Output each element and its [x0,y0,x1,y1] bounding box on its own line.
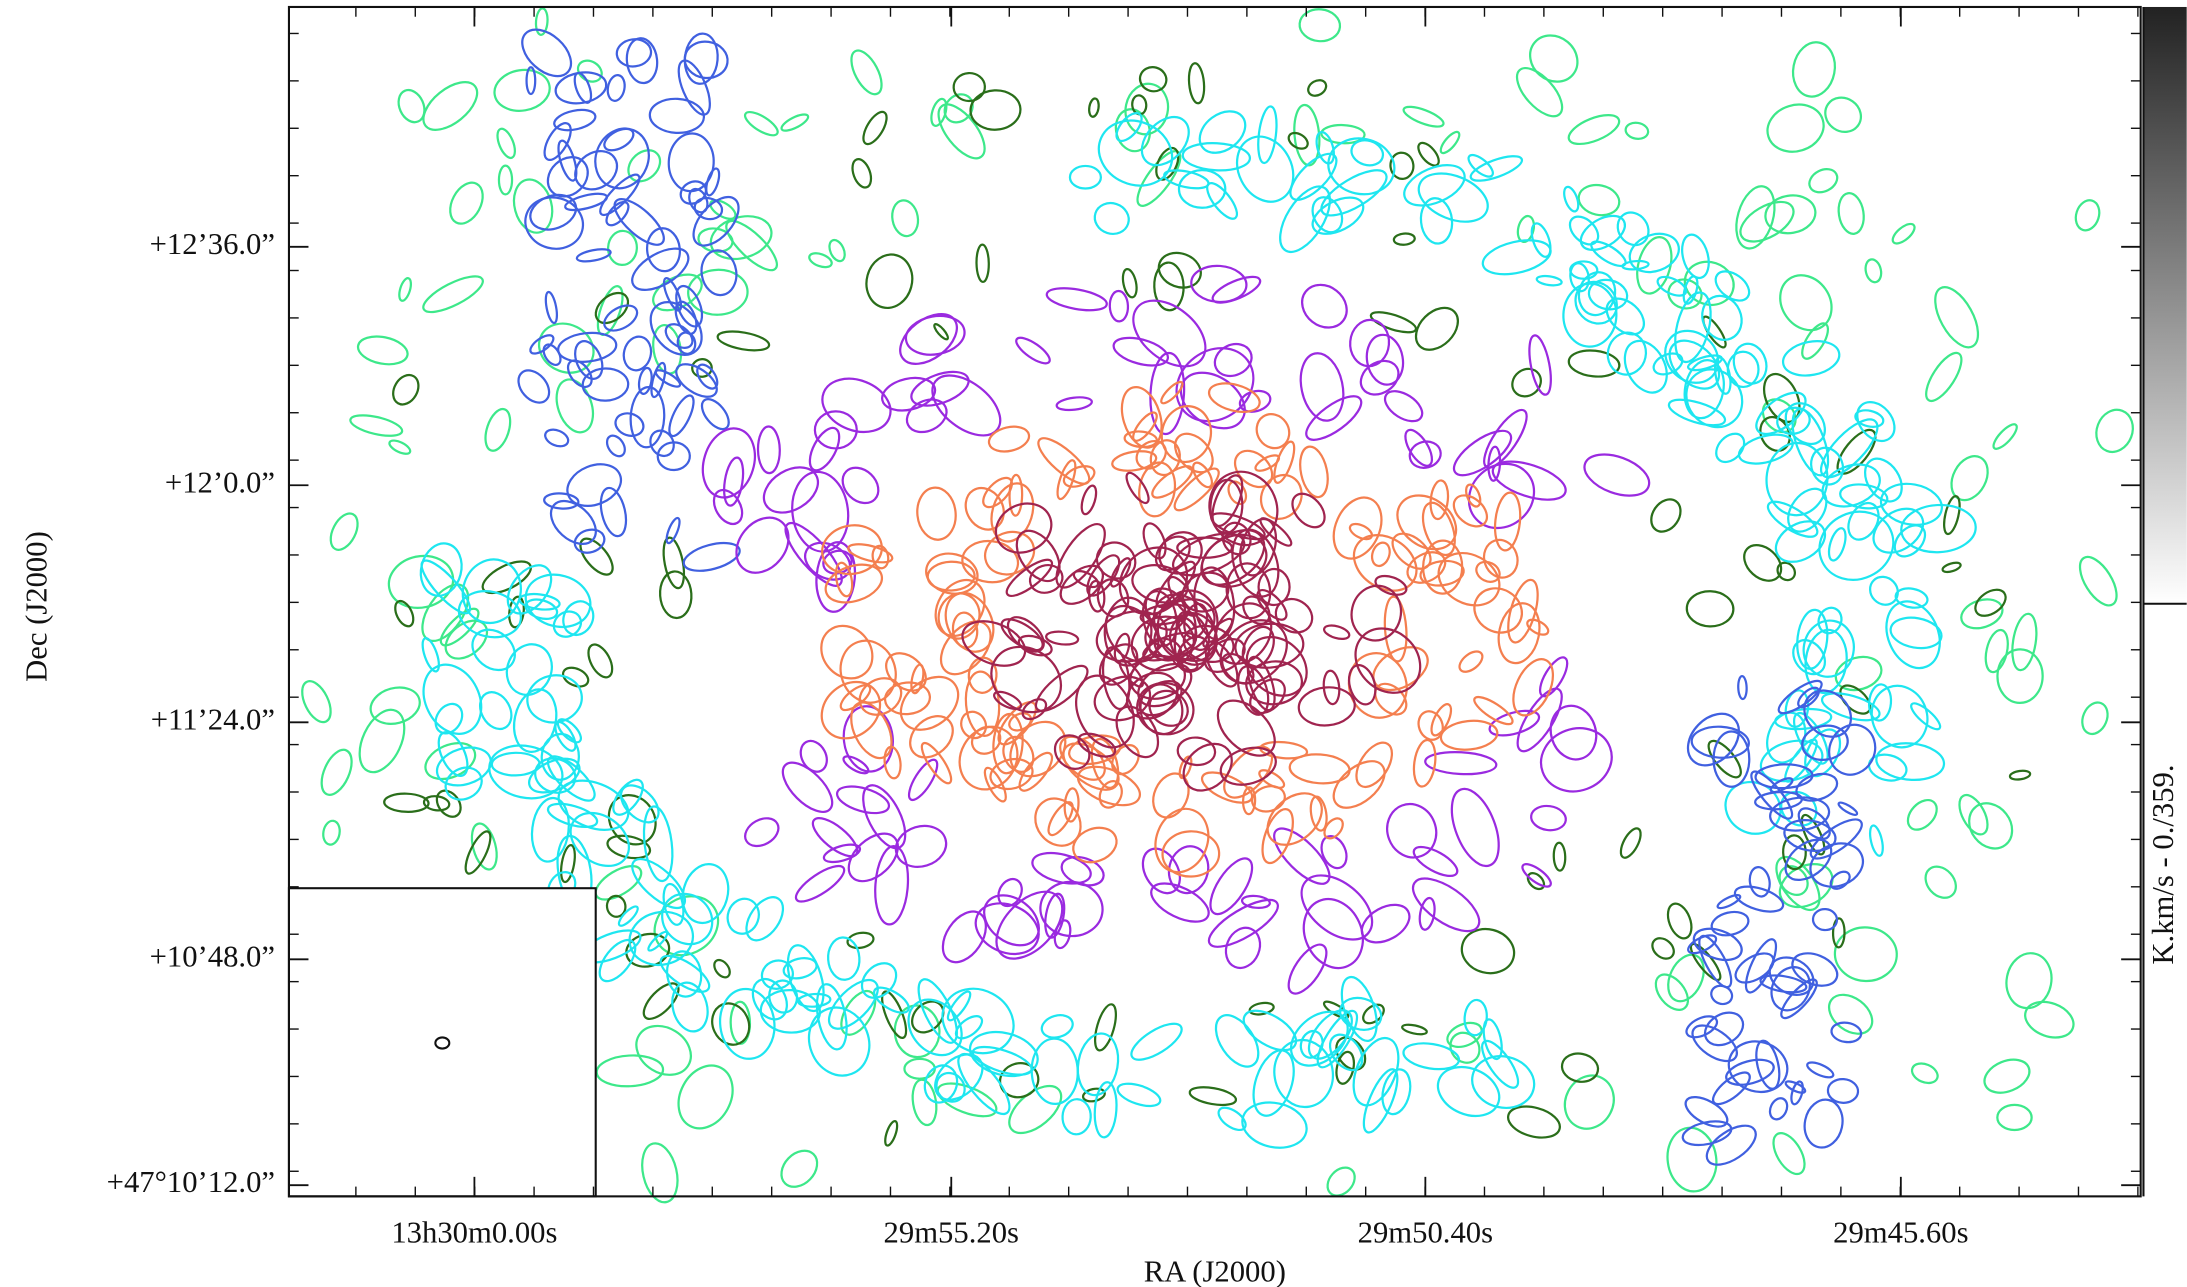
x-tick-label: 29m45.60s [1833,1215,1968,1249]
colorbar-label: K.km/s - 0./359. [2146,764,2180,964]
beam-inset [289,888,596,1196]
y-tick-label: +11’24.0” [151,702,275,736]
y-tick-label: +10’48.0” [150,939,275,973]
y-axis-label: Dec (J2000) [19,531,53,682]
colorbar [2143,7,2186,604]
x-tick-label: 13h30m0.00s [391,1215,557,1249]
figure: Dec (J2000) RA (J2000) K.km/s - 0./359. … [0,0,2187,1287]
x-axis-label: RA (J2000) [1144,1254,1286,1287]
x-tick-label: 29m50.40s [1358,1215,1493,1249]
y-tick-label: +47°10’12.0” [107,1165,275,1199]
y-tick-label: +12’36.0” [150,227,275,261]
y-tick-label: +12’0.0” [165,465,275,499]
x-tick-label: 29m55.20s [884,1215,1019,1249]
